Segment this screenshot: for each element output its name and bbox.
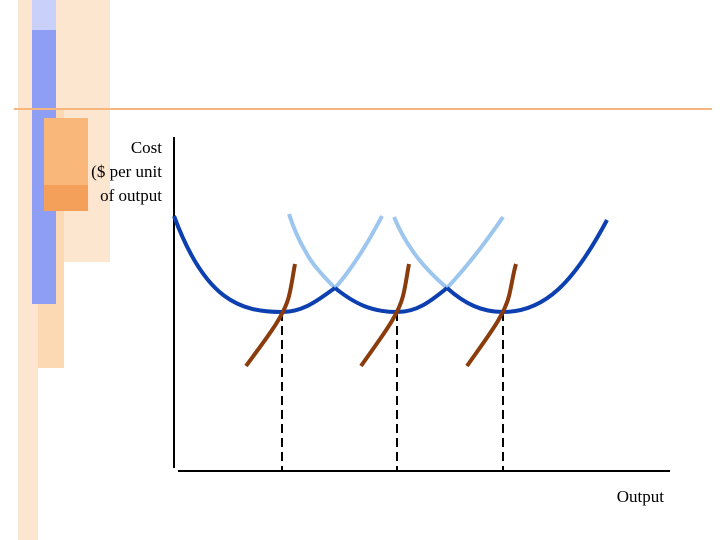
y-axis-label: Cost ($ per unit of output xyxy=(22,136,162,208)
mc-curve-1 xyxy=(244,263,297,368)
ac-faded-branch-1 xyxy=(287,213,337,290)
y-axis-label-line-3: of output xyxy=(100,186,162,205)
header-rule xyxy=(14,108,712,110)
ac-faded-branch-2 xyxy=(333,215,384,290)
ac-curve-3 xyxy=(445,219,609,315)
ac-curve-1 xyxy=(172,215,337,315)
mc-curve-2 xyxy=(359,263,411,368)
x-axis-label: Output xyxy=(616,487,664,506)
ac-faded-branch-3 xyxy=(392,216,449,290)
deco-bar-blue-light xyxy=(32,0,56,30)
mc-curve-3 xyxy=(465,263,518,368)
y-axis-label-line-1: Cost xyxy=(130,138,162,157)
ac-faded-branch-4 xyxy=(445,215,505,290)
deco-block-orange-strong xyxy=(44,185,88,211)
y-axis-label-line-2: ($ per unit xyxy=(91,162,162,181)
ac-curve-2 xyxy=(333,286,449,315)
